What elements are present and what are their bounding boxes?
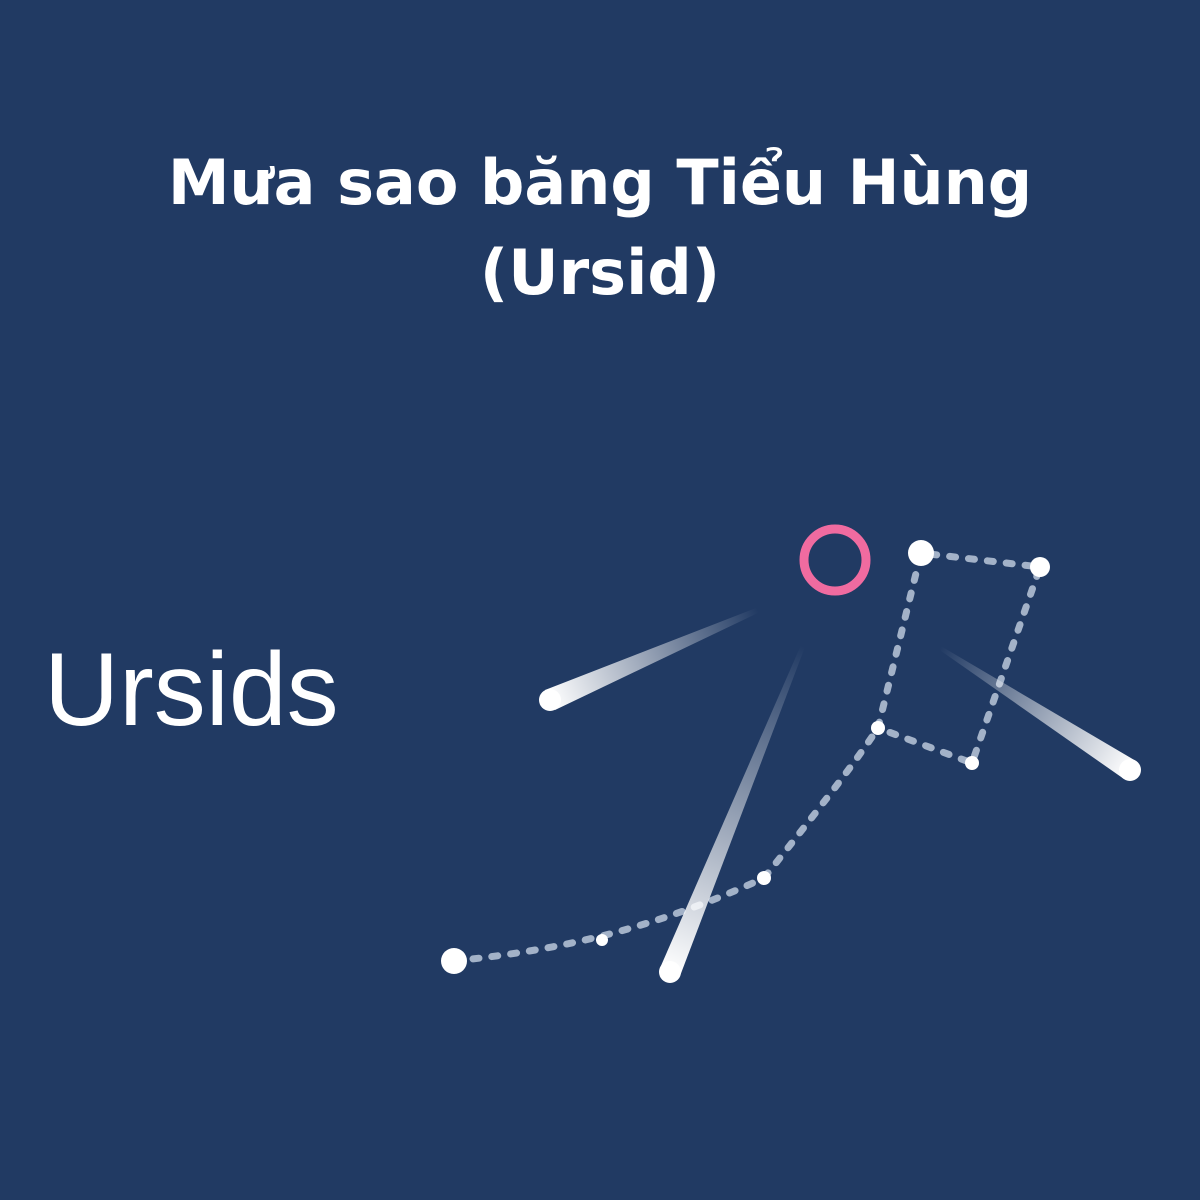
star-dot-icon <box>871 721 885 735</box>
constellation-line-tail <box>450 724 882 965</box>
meteor-streak-icon <box>545 608 760 710</box>
constellation-lines <box>450 549 1045 965</box>
star-dot-icon <box>757 871 771 885</box>
star-dot-icon <box>1030 557 1050 577</box>
meteor-head <box>539 689 561 711</box>
constellation-line-bowl <box>873 549 1045 768</box>
star-dot-icon <box>908 540 934 566</box>
meteor-head <box>659 961 681 983</box>
shower-label: Ursids <box>44 632 339 748</box>
meteor-streaks <box>539 608 1141 983</box>
star-dot-icon <box>596 934 608 946</box>
star-dot-icon <box>965 756 979 770</box>
page-title: Mưa sao băng Tiểu Hùng (Ursid) <box>0 138 1200 318</box>
star-dot-icon <box>441 948 467 974</box>
meteor-streak-icon <box>939 645 1136 779</box>
meteor-head <box>1119 759 1141 781</box>
title-line-1: Mưa sao băng Tiểu Hùng <box>167 146 1033 219</box>
ring-icon <box>799 524 871 596</box>
title-line-2: (Ursid) <box>479 236 721 309</box>
meteor-streak-icon <box>660 645 805 976</box>
stars <box>441 540 1050 974</box>
